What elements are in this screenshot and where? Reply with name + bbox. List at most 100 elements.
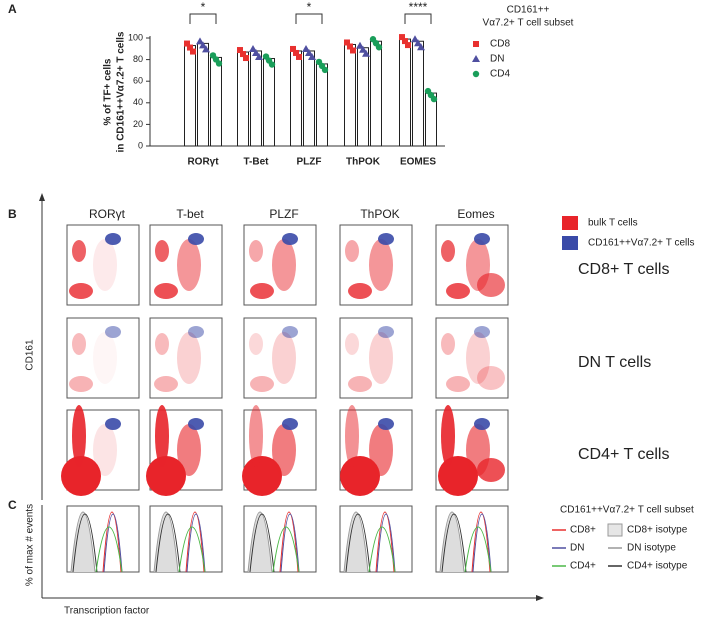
bar bbox=[399, 38, 411, 147]
dot-plot bbox=[146, 405, 223, 496]
dot-plot bbox=[435, 224, 509, 306]
significance-bracket bbox=[404, 13, 432, 24]
legend-marker bbox=[296, 53, 302, 60]
tf-curve bbox=[279, 511, 299, 573]
legend-marker bbox=[249, 44, 257, 52]
dot-plot bbox=[243, 317, 317, 399]
legend-marker bbox=[356, 41, 364, 49]
legend-marker bbox=[305, 48, 313, 56]
population bbox=[155, 240, 169, 262]
legend-swatch bbox=[562, 236, 578, 250]
population bbox=[72, 333, 86, 355]
x-tick-label: RORγt bbox=[187, 157, 219, 168]
histogram bbox=[66, 505, 140, 573]
tf-curve bbox=[376, 513, 396, 573]
legend-marker bbox=[290, 45, 296, 52]
population bbox=[155, 405, 169, 467]
dot-plot bbox=[149, 317, 223, 399]
x-tick-label: EOMES bbox=[400, 157, 436, 168]
population bbox=[446, 283, 470, 299]
legend-marker bbox=[184, 40, 190, 47]
legend-marker bbox=[402, 38, 408, 45]
legend-marker bbox=[414, 39, 422, 47]
tf-curve bbox=[472, 513, 492, 573]
population bbox=[93, 332, 117, 384]
y-tick-label: 20 bbox=[133, 119, 143, 129]
legend-marker bbox=[411, 35, 419, 43]
tf-curve bbox=[280, 513, 300, 573]
population bbox=[72, 240, 86, 262]
population bbox=[466, 332, 490, 384]
legend-marker bbox=[350, 47, 356, 54]
legend-label: CD8 bbox=[490, 39, 510, 50]
plot-frame bbox=[243, 317, 317, 399]
significance-bracket bbox=[295, 13, 323, 24]
isotype-curve bbox=[249, 513, 275, 573]
population bbox=[242, 456, 282, 496]
legend-marker bbox=[199, 41, 207, 49]
population bbox=[249, 333, 263, 355]
population bbox=[477, 273, 505, 297]
isotype-curve bbox=[153, 511, 179, 573]
population bbox=[282, 418, 298, 430]
bar bbox=[250, 50, 262, 147]
tf-curve bbox=[186, 513, 206, 573]
dot-plot bbox=[243, 224, 317, 306]
dot-plot bbox=[61, 405, 140, 496]
significance-label: * bbox=[307, 0, 312, 14]
isotype-curve bbox=[72, 513, 98, 573]
legend-swatch bbox=[607, 523, 623, 537]
plot-frame bbox=[66, 317, 140, 399]
panel-letter: A bbox=[8, 2, 17, 16]
population bbox=[477, 366, 505, 390]
population bbox=[345, 333, 359, 355]
legend-label: DN bbox=[570, 543, 584, 554]
column-title: T-bet bbox=[176, 207, 204, 221]
population bbox=[369, 239, 393, 291]
dot-plot bbox=[339, 317, 413, 399]
population bbox=[474, 418, 490, 430]
population bbox=[105, 418, 121, 430]
bar bbox=[184, 45, 196, 147]
legend-marker bbox=[472, 55, 480, 62]
population bbox=[146, 456, 186, 496]
population bbox=[72, 405, 86, 467]
row-label: CD8+ T cells bbox=[578, 261, 669, 278]
population bbox=[446, 376, 470, 392]
column-title: ThPOK bbox=[360, 207, 399, 221]
population bbox=[188, 418, 204, 430]
row-label: CD4+ T cells bbox=[578, 446, 669, 463]
population bbox=[378, 233, 394, 245]
population bbox=[177, 332, 201, 384]
legend-marker bbox=[472, 70, 480, 78]
legend-marker bbox=[196, 37, 204, 45]
population bbox=[69, 376, 93, 392]
population bbox=[369, 332, 393, 384]
population bbox=[348, 376, 372, 392]
legend-marker bbox=[187, 44, 193, 51]
population bbox=[378, 326, 394, 338]
population bbox=[441, 333, 455, 355]
bar bbox=[290, 50, 302, 147]
legend-marker bbox=[268, 61, 276, 68]
population bbox=[188, 326, 204, 338]
isotype-curve bbox=[441, 513, 467, 573]
legend-marker bbox=[293, 49, 299, 56]
isotype-curve bbox=[343, 511, 369, 573]
tf-curve bbox=[272, 526, 300, 573]
y-tick-label: 60 bbox=[133, 76, 143, 86]
y-tick-label: 40 bbox=[133, 97, 143, 107]
significance-label: * bbox=[201, 0, 206, 14]
legend-marker bbox=[405, 42, 411, 49]
axis-label: Transcription factor bbox=[64, 606, 150, 617]
population bbox=[93, 239, 117, 291]
y-axis-label: in CD161++Vα7.2+ T cells bbox=[116, 31, 127, 152]
population bbox=[177, 239, 201, 291]
legend-label: CD4 bbox=[490, 69, 510, 80]
population bbox=[69, 283, 93, 299]
legend-title: CD161++ bbox=[507, 5, 550, 16]
legend-label: CD4+ isotype bbox=[627, 561, 688, 572]
legend-label: CD8+ isotype bbox=[627, 525, 688, 536]
tf-curve bbox=[375, 511, 395, 573]
